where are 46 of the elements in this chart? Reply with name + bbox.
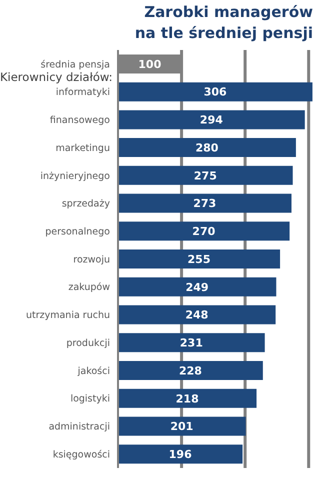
y-tick-label: średnia pensja (40, 59, 110, 70)
data-label: 196 (168, 448, 192, 461)
y-tick-label: marketingu (56, 142, 110, 154)
data-label: 228 (178, 364, 202, 378)
y-tick-label: utrzymania ruchu (26, 310, 110, 322)
bar (118, 194, 292, 213)
data-label: 280 (195, 141, 219, 154)
data-label: 275 (194, 169, 217, 182)
data-label: 249 (186, 280, 209, 294)
bar (118, 166, 293, 185)
y-tick-label: sprzedaży (62, 198, 110, 210)
y-tick-label: rozwoju (73, 254, 110, 266)
data-label: 270 (192, 225, 216, 238)
data-label: 100 (138, 58, 162, 71)
data-label: 294 (200, 114, 224, 127)
bar (118, 222, 290, 241)
data-label: 201 (170, 420, 194, 434)
bar (118, 82, 312, 102)
bar (118, 333, 265, 352)
y-tick-label: finansowego (50, 115, 110, 126)
bar (118, 416, 246, 436)
data-label: 218 (176, 392, 199, 406)
data-label: 248 (185, 308, 208, 322)
data-label: 255 (188, 252, 211, 266)
y-tick-label: logistyki (70, 394, 110, 405)
bar (118, 444, 243, 464)
bar (118, 360, 263, 380)
bar (118, 277, 276, 296)
data-label: 231 (180, 336, 203, 350)
bar (118, 305, 276, 324)
y-tick-label: informatyki (56, 87, 110, 98)
y-tick-label: zakupów (68, 282, 110, 294)
bar (118, 250, 280, 269)
chart-title: Zarobki managerów na tle średniej pensji (134, 2, 313, 44)
y-tick-label: jakości (76, 366, 110, 377)
text: Kierownicy działów: (0, 70, 113, 84)
y-tick-label: personalnego (45, 226, 110, 238)
bar (118, 138, 296, 158)
bar (118, 110, 305, 130)
y-tick-label: produkcji (66, 338, 110, 349)
data-label: 273 (193, 197, 216, 210)
bar (118, 388, 257, 408)
y-tick-label: inżynieryjnego (40, 170, 110, 182)
y-tick-label: administracji (48, 422, 110, 433)
data-label: 306 (204, 86, 228, 99)
y-tick-label: księgowości (52, 449, 110, 460)
